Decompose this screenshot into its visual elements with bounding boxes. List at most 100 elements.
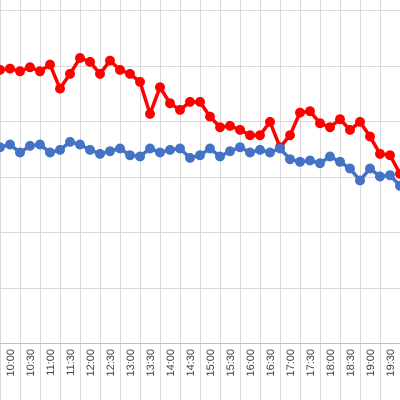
data-point — [235, 124, 245, 135]
data-point — [215, 151, 225, 162]
data-point — [185, 152, 195, 163]
data-point — [395, 168, 400, 179]
data-point — [115, 143, 125, 154]
data-point — [35, 139, 45, 150]
data-point — [125, 150, 135, 161]
x-tick-label: 14:00 — [165, 349, 177, 377]
data-point — [185, 96, 195, 107]
data-point — [175, 104, 185, 115]
data-point — [165, 98, 175, 109]
data-point — [165, 144, 175, 155]
data-point — [175, 143, 185, 154]
data-point — [5, 63, 15, 74]
data-point — [385, 170, 395, 181]
data-point — [225, 146, 235, 157]
data-point — [205, 111, 215, 122]
data-point — [95, 148, 105, 159]
data-point — [375, 148, 385, 159]
x-tick-label: 15:30 — [225, 349, 237, 377]
data-point — [45, 147, 55, 158]
data-point — [365, 163, 375, 174]
data-point — [35, 66, 45, 77]
data-point — [5, 139, 15, 150]
x-tick-label: 16:00 — [245, 349, 257, 377]
series-group — [0, 53, 400, 191]
data-point — [395, 180, 400, 191]
data-point — [55, 144, 65, 155]
data-point — [385, 150, 395, 161]
x-tick-label: 12:00 — [85, 349, 97, 377]
data-point — [0, 142, 5, 153]
data-point — [85, 144, 95, 155]
data-point — [145, 108, 155, 119]
data-point — [285, 154, 295, 165]
data-point — [65, 136, 75, 147]
data-point — [195, 96, 205, 107]
data-point — [315, 118, 325, 129]
data-point — [205, 143, 215, 154]
data-point — [255, 130, 265, 141]
data-point — [345, 124, 355, 135]
x-tick-label: 10:30 — [25, 349, 37, 377]
x-tick-label: 17:00 — [285, 349, 297, 377]
x-tick-label: 13:00 — [125, 349, 137, 377]
x-tick-label: 10:00 — [5, 349, 17, 377]
x-tick-label: 15:00 — [205, 349, 217, 377]
data-point — [155, 147, 165, 158]
data-point — [135, 151, 145, 162]
x-tick-label: 18:30 — [345, 349, 357, 377]
data-point — [265, 147, 275, 158]
data-point — [145, 143, 155, 154]
data-point — [15, 147, 25, 158]
data-point — [125, 68, 135, 79]
data-point — [105, 55, 115, 66]
data-point — [285, 130, 295, 141]
x-tick-label: 11:00 — [45, 349, 57, 376]
data-point — [15, 66, 25, 77]
data-point — [315, 158, 325, 169]
x-axis: 10:00 10:30 11:00 11:30 12:00 12:30 13:00 13:30… — [0, 343, 400, 377]
series-2 — [0, 136, 400, 191]
data-point — [45, 59, 55, 70]
data-point — [75, 53, 85, 63]
data-point — [195, 150, 205, 161]
data-point — [355, 116, 365, 127]
data-point — [325, 151, 335, 162]
data-point — [295, 156, 305, 167]
data-point — [365, 131, 375, 142]
data-point — [275, 143, 285, 154]
data-point — [295, 107, 305, 118]
data-point — [255, 144, 265, 155]
data-point — [55, 83, 65, 94]
data-point — [215, 122, 225, 133]
data-point — [225, 120, 235, 131]
x-tick-label: 17:30 — [305, 349, 317, 377]
data-point — [235, 142, 245, 153]
data-point — [245, 147, 255, 158]
data-point — [155, 82, 165, 93]
x-tick-label: 19:00 — [365, 349, 377, 377]
data-point — [245, 130, 255, 141]
x-tick-label: 14:30 — [185, 349, 197, 377]
data-point — [305, 106, 315, 117]
data-point — [345, 163, 355, 174]
data-point — [75, 139, 85, 150]
data-point — [335, 156, 345, 167]
data-point — [305, 155, 315, 166]
series-1 — [0, 53, 400, 179]
x-tick-label: 16:30 — [265, 349, 277, 377]
data-point — [335, 114, 345, 125]
data-point — [135, 76, 145, 87]
x-tick-label: 12:30 — [105, 349, 117, 377]
data-point — [25, 62, 35, 73]
data-point — [105, 146, 115, 157]
x-tick-label: 19:30 — [385, 349, 397, 377]
data-point — [95, 68, 105, 79]
x-tick-label: 13:30 — [145, 349, 157, 377]
data-point — [355, 175, 365, 186]
x-tick-label: 11:30 — [65, 349, 77, 376]
data-point — [25, 140, 35, 151]
data-point — [65, 68, 75, 79]
